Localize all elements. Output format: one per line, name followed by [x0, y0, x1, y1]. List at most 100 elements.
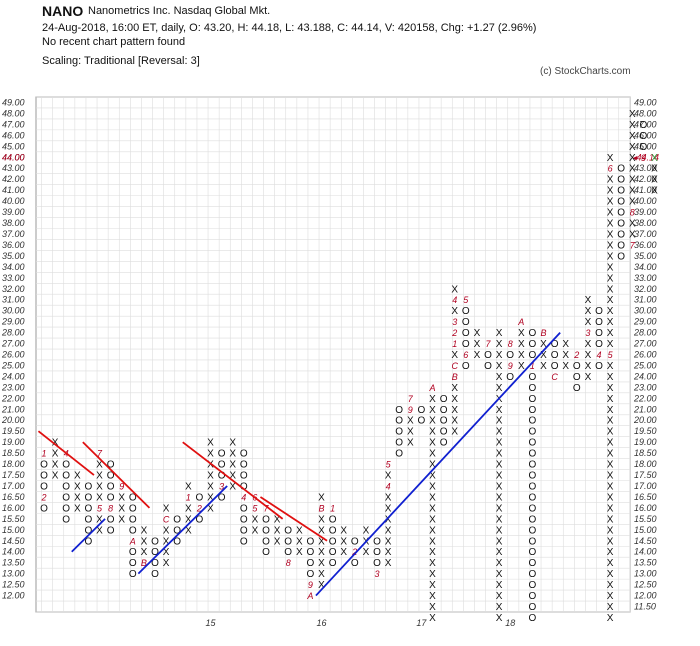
- o-box: O: [85, 492, 93, 503]
- x-box: X: [451, 405, 458, 416]
- x-box: X: [496, 591, 503, 602]
- y-tick-label-right: 15.50: [634, 514, 657, 524]
- x-box: X: [607, 405, 614, 416]
- o-box: O: [85, 525, 93, 536]
- x-box: X: [429, 405, 436, 416]
- o-box: O: [218, 492, 226, 503]
- x-box: X: [385, 558, 392, 569]
- x-box: X: [607, 251, 614, 262]
- x-box: X: [385, 547, 392, 558]
- y-tick-label-right: 21.00: [633, 404, 657, 414]
- x-box: X: [407, 427, 414, 438]
- o-box: O: [40, 503, 48, 514]
- y-tick-label-left: 30.00: [2, 306, 25, 316]
- x-box: X: [207, 503, 214, 514]
- month-marker: 5: [463, 295, 469, 305]
- x-box: X: [74, 471, 81, 482]
- x-box: X: [496, 492, 503, 503]
- y-tick-label-right: 14.00: [634, 547, 657, 557]
- month-marker: 3: [374, 569, 379, 579]
- x-box: X: [274, 514, 281, 525]
- x-box: X: [96, 471, 103, 482]
- month-marker: 2: [351, 547, 357, 557]
- y-tick-label-right: 45.00: [634, 141, 657, 151]
- o-box: O: [595, 306, 603, 317]
- x-box: X: [118, 492, 125, 503]
- o-box: O: [395, 427, 403, 438]
- x-box: X: [496, 460, 503, 471]
- x-box: X: [629, 229, 636, 240]
- y-tick-label-right: 27.00: [633, 339, 657, 349]
- month-marker: 2: [573, 350, 579, 360]
- o-box: O: [617, 175, 625, 186]
- x-box: X: [496, 525, 503, 536]
- month-marker: 9: [119, 481, 124, 491]
- y-tick-label-left: 12.00: [2, 591, 25, 601]
- o-box: O: [395, 449, 403, 460]
- x-year-label: 18: [505, 618, 515, 628]
- month-marker: A: [129, 536, 136, 546]
- o-box: O: [107, 471, 115, 482]
- o-box: O: [529, 580, 537, 591]
- o-box: O: [462, 317, 470, 328]
- x-box: X: [429, 591, 436, 602]
- x-box: X: [496, 339, 503, 350]
- y-tick-label-right: 48.00: [634, 108, 657, 118]
- x-box: X: [607, 229, 614, 240]
- o-box: O: [151, 536, 159, 547]
- o-box: O: [617, 219, 625, 230]
- x-box: X: [496, 372, 503, 383]
- x-box: X: [496, 547, 503, 558]
- o-box: O: [440, 394, 448, 405]
- month-marker: C: [551, 372, 558, 382]
- x-box: X: [629, 153, 636, 164]
- ticker-symbol: NANO: [42, 3, 84, 19]
- x-box: X: [496, 602, 503, 613]
- o-box: O: [551, 361, 559, 372]
- x-box: X: [96, 514, 103, 525]
- o-box: O: [529, 569, 537, 580]
- o-box: O: [40, 471, 48, 482]
- x-box: X: [274, 536, 281, 547]
- x-box: X: [607, 536, 614, 547]
- o-box: O: [85, 536, 93, 547]
- o-box: O: [617, 240, 625, 251]
- x-box: X: [185, 481, 192, 492]
- o-box: O: [284, 536, 292, 547]
- o-box: O: [129, 547, 137, 558]
- y-tick-label-right: 25.00: [633, 360, 657, 370]
- x-box: X: [451, 394, 458, 405]
- x-box: X: [474, 350, 481, 361]
- o-box: O: [218, 460, 226, 471]
- y-tick-label-left: 19.50: [2, 426, 25, 436]
- o-box: O: [617, 164, 625, 175]
- month-marker: 1: [530, 361, 535, 371]
- x-box: X: [207, 460, 214, 471]
- x-box: X: [496, 416, 503, 427]
- o-box: O: [240, 481, 248, 492]
- x-box: X: [629, 131, 636, 142]
- y-tick-label-left: 13.50: [2, 558, 25, 568]
- x-box: X: [607, 503, 614, 514]
- y-tick-label-right: 13.00: [634, 569, 657, 579]
- resistance-trendline: [37, 430, 95, 476]
- x-box: X: [252, 514, 259, 525]
- current-price-label-left: 44.00: [2, 152, 25, 162]
- o-box: O: [595, 361, 603, 372]
- x-box: X: [585, 306, 592, 317]
- x-box: X: [207, 481, 214, 492]
- y-tick-label-right: 23.00: [633, 382, 657, 392]
- x-box: X: [318, 492, 325, 503]
- month-marker: 7: [630, 240, 636, 250]
- x-box: X: [562, 361, 569, 372]
- y-tick-label-left: 38.00: [2, 218, 25, 228]
- o-box: O: [173, 536, 181, 547]
- o-box: O: [573, 361, 581, 372]
- y-tick-label-right: 18.50: [634, 448, 657, 458]
- month-marker: 4: [386, 481, 391, 491]
- x-box: X: [607, 427, 614, 438]
- x-box: X: [429, 427, 436, 438]
- month-marker: 3: [452, 317, 457, 327]
- y-tick-label-left: 45.00: [2, 141, 25, 151]
- x-box: X: [318, 569, 325, 580]
